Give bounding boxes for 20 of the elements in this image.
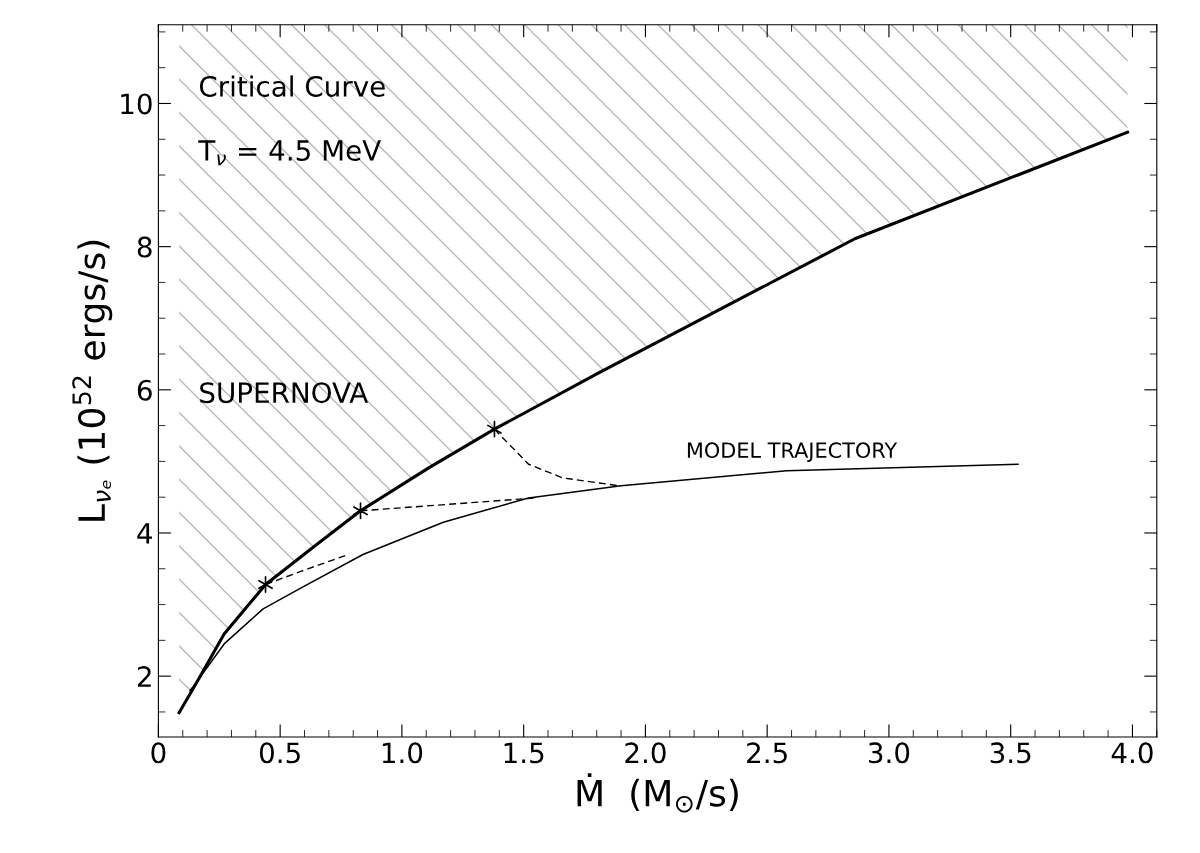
x-tick-label: 3.5 — [990, 742, 1031, 764]
x-tick-label: 3.0 — [868, 742, 910, 764]
y-tick-label: 8 — [137, 236, 152, 258]
x-tick-label: 0.5 — [259, 742, 300, 764]
y-tick-label: 4 — [137, 523, 152, 544]
y-tick-label: 6 — [137, 379, 152, 401]
x-tick-label: 1.5 — [504, 742, 544, 764]
x-tick-label: 0 — [151, 742, 166, 764]
annotation: T$_{ν}$ = 4.5 MeV — [198, 140, 381, 166]
x-axis-title: Ṁ (M$_{⊙}$/s) — [577, 773, 738, 813]
y-axis-title: L$_{νₑ}$ (10$^{52}$ ergs/s) — [72, 240, 113, 521]
x-tick-label: 1.0 — [382, 742, 423, 764]
annotation: SUPERNOVA — [200, 382, 369, 404]
y-tick-label: 2 — [137, 666, 151, 687]
y-tick-label: 10 — [121, 93, 152, 115]
x-tick-label: 2.5 — [747, 742, 787, 764]
x-tick-label: 2.0 — [625, 742, 666, 764]
x-tick-label: 4.0 — [1111, 742, 1153, 764]
annotation: Critical Curve — [199, 75, 385, 97]
annotation: MODEL TRAJECTORY — [687, 442, 898, 462]
